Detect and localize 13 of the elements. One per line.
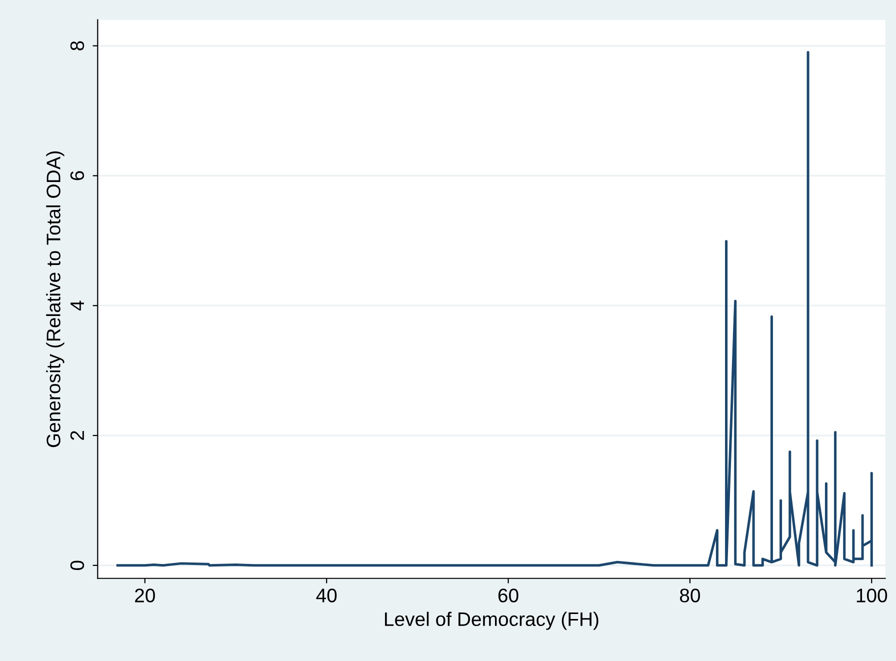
x-tick-label: 100 bbox=[856, 588, 888, 602]
x-tick-label: 20 bbox=[135, 588, 155, 602]
line-series bbox=[116, 51, 873, 567]
x-tick-label: 40 bbox=[316, 588, 337, 602]
y-axis-title: Generosity (Relative to Total ODA) bbox=[46, 151, 64, 448]
y-tick-label: 6 bbox=[70, 171, 84, 180]
y-tick-label: 4 bbox=[70, 300, 84, 311]
x-axis-title: Level of Democracy (FH) bbox=[385, 612, 598, 630]
x-tick-label: 80 bbox=[680, 588, 700, 602]
y-tick-label: 8 bbox=[70, 41, 84, 50]
x-tick-label: 60 bbox=[498, 588, 518, 602]
y-tick-label: 2 bbox=[70, 431, 84, 440]
y-tick-label: 0 bbox=[70, 560, 84, 570]
